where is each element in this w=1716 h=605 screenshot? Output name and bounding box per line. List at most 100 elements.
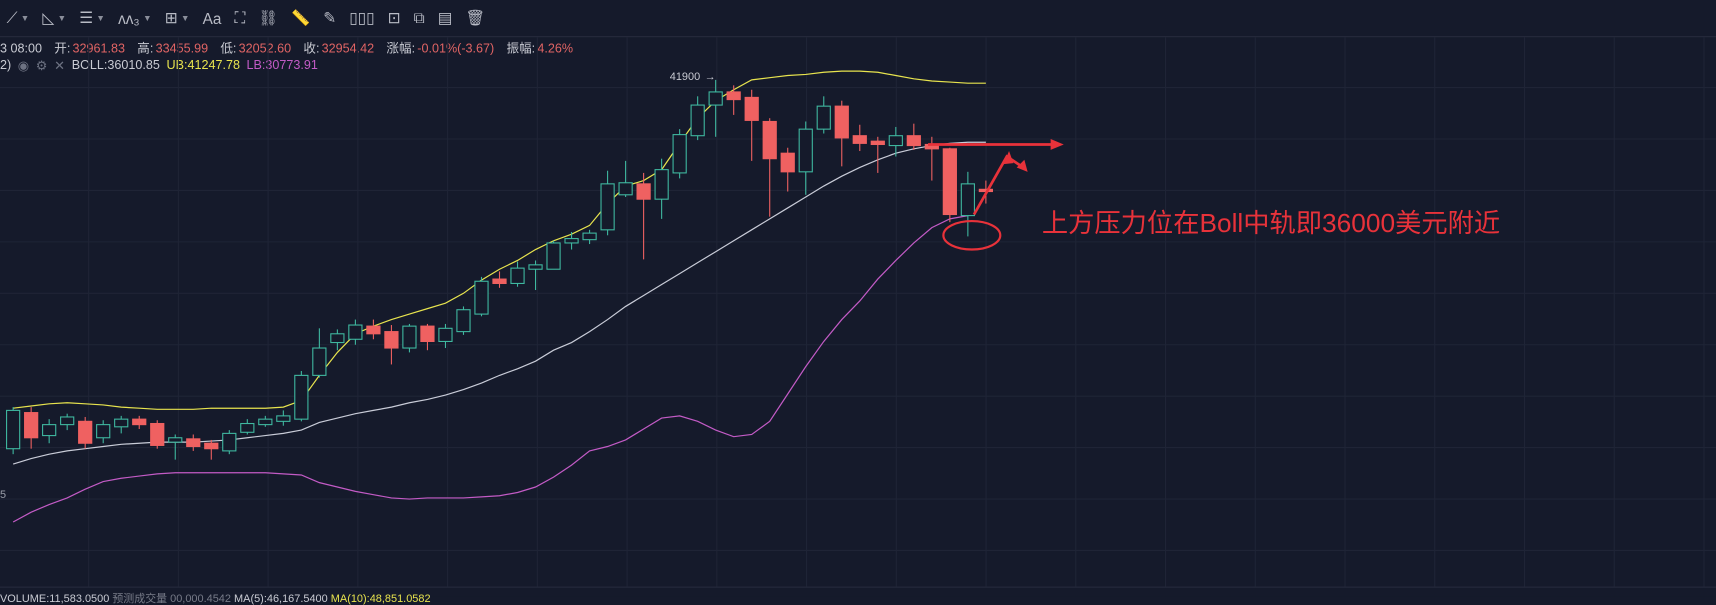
candle-up [672, 129, 687, 179]
candle-body [114, 418, 129, 428]
volume-ma5: MA(5):46,167.5400 [234, 593, 328, 605]
candle-down [780, 147, 795, 192]
candle-body [906, 135, 921, 147]
angle-tool-tool-button[interactable]: ◺ ▼ [36, 0, 73, 36]
gear-icon[interactable]: ⚙ [35, 58, 48, 74]
candle-body [60, 416, 75, 426]
candle-up [798, 121, 813, 195]
volume-forecast: 预测成交量 00,000.4542 [112, 593, 231, 605]
candle-up [708, 79, 723, 137]
brush-tool-button[interactable]: ✎ [317, 0, 343, 36]
measure-box-tool-button[interactable]: ⊞ ▼ [158, 0, 196, 36]
candle-up [348, 319, 363, 345]
eye-icon[interactable]: ◉ [17, 58, 30, 74]
candle-body [420, 325, 435, 343]
wave-pattern-tool-button[interactable]: ʌʌ₃ ▼ [112, 0, 159, 36]
candle-up [168, 434, 183, 460]
candle-up [222, 430, 237, 455]
text-tool-tool-button[interactable]: Aa [196, 0, 228, 36]
open-label: 开: [54, 42, 71, 56]
bookmark-tool-button[interactable]: ⧉ [407, 0, 431, 36]
candle-body [78, 420, 93, 444]
ub-value: UB:41247.78 [166, 59, 240, 73]
candle-up [528, 260, 543, 291]
pattern-tool-tool-button[interactable]: ⛶ [228, 0, 252, 36]
volume-value: VOLUME:11,583.0500 [0, 593, 110, 605]
brush-icon: ✎ [323, 8, 337, 27]
candles-tool-tool-button[interactable]: ▯▯▯ [343, 0, 381, 36]
candle-body [870, 140, 885, 146]
candle-down [186, 434, 201, 451]
boll-lower-line [12, 215, 968, 523]
candle-body [168, 437, 183, 443]
wave-pattern-icon: ʌʌ₃ [118, 9, 140, 27]
candle-up [42, 419, 57, 444]
candle-body [24, 412, 39, 439]
chevron-down-icon[interactable]: ▼ [96, 13, 105, 23]
candle-up [60, 413, 75, 431]
candle-body [546, 242, 561, 270]
candle-down [132, 415, 147, 430]
candle-body [888, 135, 903, 147]
trend-line-tool-button[interactable]: ⟋ ▼ [0, 0, 36, 36]
ruler-tool-button[interactable]: 📏 [284, 0, 316, 36]
close-icon[interactable]: ✕ [54, 58, 66, 74]
candle-body [510, 267, 525, 284]
chevron-down-icon[interactable]: ▼ [57, 13, 67, 23]
rebound-arrow [972, 154, 1025, 216]
chevron-down-icon[interactable]: ▼ [180, 13, 190, 23]
candle-body [780, 152, 795, 173]
angle-tool-icon: ◺ [42, 8, 55, 27]
candle-body [582, 232, 597, 241]
candle-up [456, 306, 471, 335]
drawing-toolbar: ⟋ ▼ ◺ ▼ ☰ ▼ ʌʌ₃ ▼ ⊞ ▼ Aa ⛶ ⛓ 📏 ✎ ▯▯▯ ⊡ ⧉ ▤ 🗑 [0, 0, 1716, 38]
text-tool-icon: Aa [202, 9, 222, 27]
candle-time: 3 08:00 [0, 42, 42, 56]
chevron-down-icon[interactable]: ▼ [142, 13, 152, 23]
trash-icon: 🗑 [465, 8, 485, 27]
candle-body [384, 331, 399, 349]
candle-up [6, 407, 21, 455]
chevron-down-icon[interactable]: ▼ [20, 13, 30, 23]
candle-body [348, 324, 363, 340]
lock-tool-button[interactable]: ⊡ [381, 0, 407, 36]
candle-up [438, 323, 453, 349]
candle-up [240, 419, 255, 435]
candle-body [330, 333, 345, 344]
max-price-arrow: → [705, 71, 716, 83]
candle-down [834, 100, 849, 167]
candle-body [186, 438, 201, 448]
candle-up [546, 240, 561, 270]
candle-body [222, 432, 237, 452]
candle-up [888, 126, 903, 157]
candle-down [906, 123, 921, 150]
rebound-arrowhead-2 [1016, 159, 1028, 172]
candle-body [258, 418, 273, 426]
candle-body [564, 238, 579, 244]
candle-body [528, 264, 543, 270]
link-icon: ⛓ [258, 8, 278, 27]
calendar-edit-tool-button[interactable]: ▤ [431, 0, 459, 36]
trash-tool-button[interactable]: 🗑 [459, 0, 492, 36]
annotations [928, 138, 1064, 251]
candle-body [672, 134, 687, 174]
candle-up [330, 329, 345, 351]
candle-body [762, 120, 777, 160]
pattern-tool-icon: ⛶ [234, 8, 246, 27]
ohlc-info-bar: 3 08:00 开: 32961.83 高: 33455.99 低: 32052.60… [0, 39, 575, 57]
candle-body [204, 442, 219, 450]
open-value: 32961.83 [72, 42, 126, 56]
link-tool-button[interactable]: ⛓ [252, 0, 285, 36]
candle-down [870, 136, 885, 173]
candle-body [6, 409, 21, 450]
parallel-lines-tool-button[interactable]: ☰ ▼ [73, 0, 112, 36]
candle-body [600, 183, 615, 231]
calendar-edit-icon: ▤ [437, 8, 453, 27]
candle-body [240, 422, 255, 433]
lb-value: LB:30773.91 [246, 59, 318, 73]
candle-up [312, 328, 327, 378]
candle-down [366, 319, 381, 340]
candle-body [960, 183, 975, 217]
